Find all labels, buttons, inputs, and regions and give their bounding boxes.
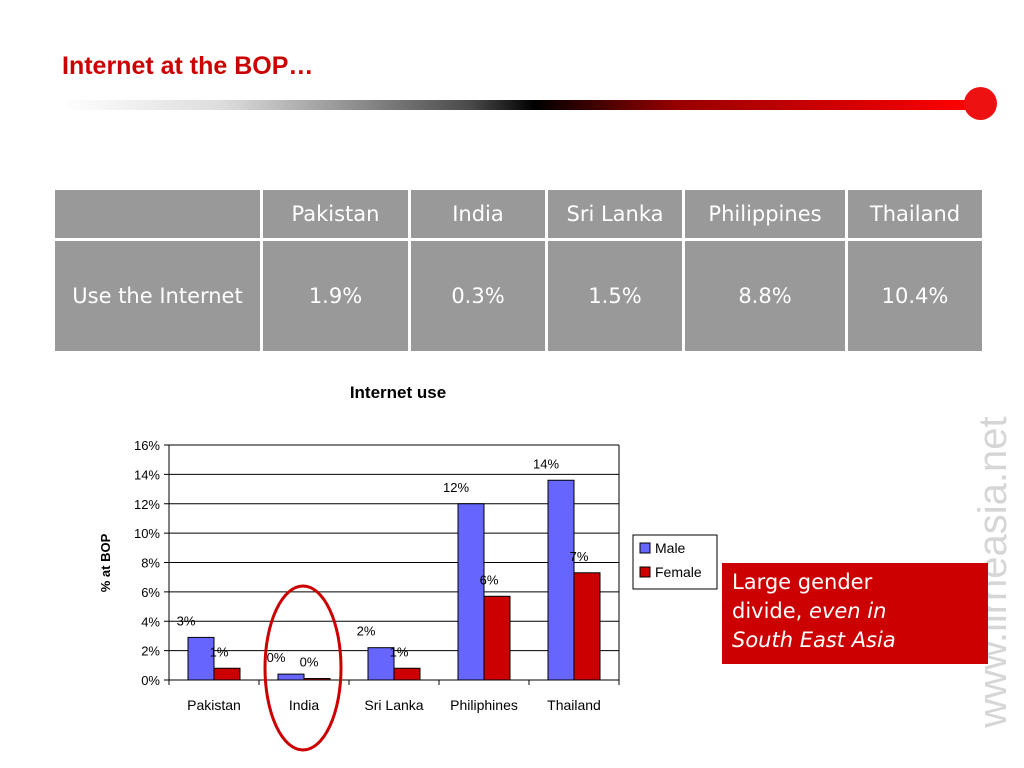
table-header-row: Pakistan India Sri Lanka Philippines Tha…	[55, 190, 982, 238]
y-axis-label: % at BOP	[98, 533, 113, 592]
x-tick-label: India	[289, 697, 320, 713]
legend-swatch-male	[639, 542, 651, 554]
callout-line-3-italic: South East Asia	[732, 628, 896, 652]
data-label: 0%	[267, 650, 286, 665]
data-label: 7%	[570, 549, 589, 564]
x-tick-label: Sri Lanka	[364, 697, 423, 713]
bar-male	[187, 636, 215, 681]
y-tick-label: 8%	[141, 556, 160, 571]
data-label: 12%	[443, 480, 469, 495]
india-highlight-ellipse	[263, 584, 343, 752]
internet-use-table: Pakistan India Sri Lanka Philippines Tha…	[52, 187, 985, 354]
gender-divide-callout: Large gender divide, even in South East …	[722, 563, 988, 664]
callout-line-1: Large gender	[732, 570, 873, 594]
table-header-cell: Sri Lanka	[548, 190, 682, 238]
plot-area: 0% 2% 4% 6% 8% 10% 12% 14% 16% Pakistan 3% 1% India 0…	[134, 438, 620, 713]
slide-title: Internet at the BOP…	[62, 52, 314, 80]
data-label: 2%	[357, 624, 376, 639]
callout-line-2-italic: even in	[809, 599, 887, 623]
data-label: 0%	[300, 655, 319, 670]
chart-legend: Male Female	[632, 534, 718, 590]
callout-line-2-plain: divide,	[732, 599, 810, 623]
table-header-cell	[55, 190, 260, 238]
table-cell: 10.4%	[848, 241, 982, 351]
y-tick-label: 2%	[141, 644, 160, 659]
legend-label: Male	[655, 540, 686, 556]
table-header-cell: India	[411, 190, 545, 238]
table-header-cell: Pakistan	[263, 190, 408, 238]
data-label: 1%	[390, 644, 409, 659]
y-tick-label: 4%	[141, 614, 160, 629]
y-tick-label: 10%	[134, 526, 160, 541]
legend-label: Female	[655, 564, 702, 580]
data-label: 14%	[533, 456, 559, 471]
bar-male	[367, 647, 395, 681]
title-underline	[60, 100, 972, 110]
table-cell: 1.9%	[263, 241, 408, 351]
bar-female	[393, 667, 421, 681]
table-row: Use the Internet 1.9% 0.3% 1.5% 8.8% 10.…	[55, 241, 982, 351]
data-label: 6%	[480, 572, 499, 587]
legend-swatch-female	[639, 566, 651, 578]
callout-line-3: South East Asia	[732, 626, 978, 655]
table-header-cell: Philippines	[685, 190, 845, 238]
bar-female	[573, 572, 601, 681]
y-tick-label: 0%	[141, 673, 160, 688]
y-tick-label: 16%	[134, 438, 160, 453]
bar-male	[547, 479, 575, 681]
y-tick-label: 6%	[141, 585, 160, 600]
table-row-label: Use the Internet	[55, 241, 260, 351]
y-tick-label: 14%	[134, 467, 160, 482]
bar-female	[483, 595, 511, 681]
bar-female	[213, 667, 241, 681]
bar-male	[457, 503, 485, 681]
chart-title: Internet use	[350, 383, 446, 402]
table-cell: 1.5%	[548, 241, 682, 351]
bar-female	[303, 678, 331, 681]
underline-dot	[964, 87, 997, 120]
data-label: 1%	[210, 644, 229, 659]
x-tick-label: Pakistan	[187, 697, 241, 713]
table-cell: 8.8%	[685, 241, 845, 351]
x-tick-label: Philiphines	[450, 697, 518, 713]
y-tick-label: 12%	[134, 497, 160, 512]
x-tick-label: Thailand	[547, 697, 601, 713]
bar-male	[277, 673, 305, 681]
data-label: 3%	[177, 613, 196, 628]
table-cell: 0.3%	[411, 241, 545, 351]
callout-line-2: divide, even in	[732, 597, 978, 626]
table-header-cell: Thailand	[848, 190, 982, 238]
